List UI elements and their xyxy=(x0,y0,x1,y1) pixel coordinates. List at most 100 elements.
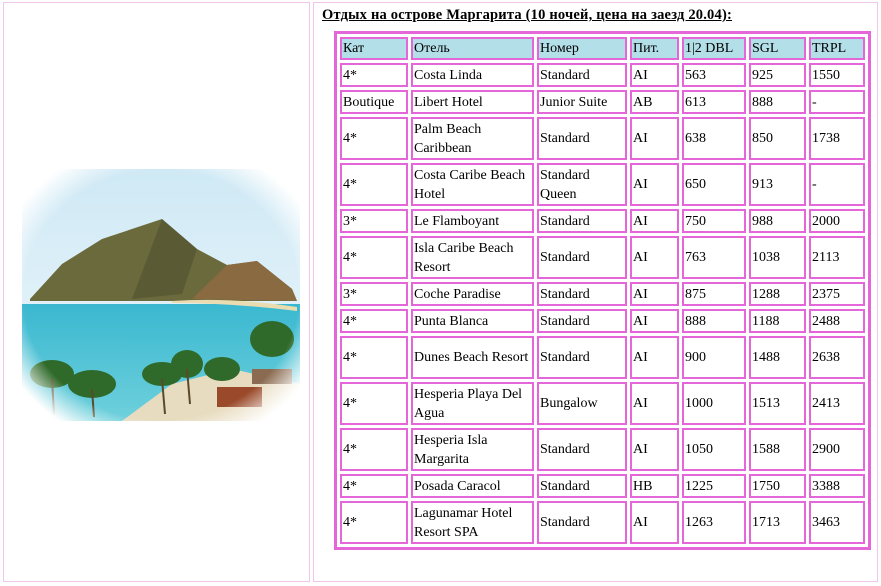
table-cell: 3* xyxy=(340,209,408,233)
table-cell: 1750 xyxy=(749,474,806,498)
table-cell: 2113 xyxy=(809,236,865,279)
table-cell: Hesperia Isla Margarita xyxy=(411,428,534,471)
table-cell: 888 xyxy=(682,309,746,333)
table-cell: 875 xyxy=(682,282,746,306)
table-row: 3* Le Flamboyant Standard AI 750 988 2000 xyxy=(340,209,865,233)
table-cell: 750 xyxy=(682,209,746,233)
table-cell: 4* xyxy=(340,163,408,206)
table-cell: 1713 xyxy=(749,501,806,544)
table-cell: Lagunamar Hotel Resort SPA xyxy=(411,501,534,544)
table-cell: AI xyxy=(630,117,679,160)
table-cell: 763 xyxy=(682,236,746,279)
table-cell: Libert Hotel xyxy=(411,90,534,114)
table-cell: 613 xyxy=(682,90,746,114)
table-cell: 638 xyxy=(682,117,746,160)
table-cell: Standard xyxy=(537,63,627,87)
table-cell: Dunes Beach Resort xyxy=(411,336,534,379)
table-cell: 4* xyxy=(340,117,408,160)
table-cell: 4* xyxy=(340,236,408,279)
table-cell: Standard xyxy=(537,309,627,333)
table-cell: 4* xyxy=(340,336,408,379)
table-cell: 3* xyxy=(340,282,408,306)
table-cell: Junior Suite xyxy=(537,90,627,114)
column-header: 1|2 DBL xyxy=(682,37,746,60)
table-cell: 2900 xyxy=(809,428,865,471)
table-cell: Costa Caribe Beach Hotel xyxy=(411,163,534,206)
table-cell: 2413 xyxy=(809,382,865,425)
table-cell: 1050 xyxy=(682,428,746,471)
price-table: Кат Отель Номер Пит. 1|2 DBL SGL TRPL 4* Costa … xyxy=(334,31,871,550)
image-cell xyxy=(3,2,310,582)
table-cell: 4* xyxy=(340,382,408,425)
table-row: 4* Costa Linda Standard AI 563 925 1550 xyxy=(340,63,865,87)
table-row: 4* Posada Caracol Standard HB 1225 1750 3388 xyxy=(340,474,865,498)
table-cell: Standard xyxy=(537,117,627,160)
table-cell: 2488 xyxy=(809,309,865,333)
table-cell: 1225 xyxy=(682,474,746,498)
table-cell: Standard xyxy=(537,474,627,498)
table-cell: 1000 xyxy=(682,382,746,425)
table-cell: AI xyxy=(630,63,679,87)
table-cell: HB xyxy=(630,474,679,498)
table-cell: Coche Paradise xyxy=(411,282,534,306)
table-cell: 4* xyxy=(340,428,408,471)
table-row: 4* Lagunamar Hotel Resort SPA Standard AI 12… xyxy=(340,501,865,544)
table-cell: Standard xyxy=(537,336,627,379)
column-header: SGL xyxy=(749,37,806,60)
table-cell: AI xyxy=(630,336,679,379)
table-cell: AI xyxy=(630,501,679,544)
table-cell: 1550 xyxy=(809,63,865,87)
island-beach-photo xyxy=(22,169,300,421)
table-cell: 1488 xyxy=(749,336,806,379)
table-cell: Palm Beach Caribbean xyxy=(411,117,534,160)
table-cell: 4* xyxy=(340,474,408,498)
table-cell: 3463 xyxy=(809,501,865,544)
table-cell: 2000 xyxy=(809,209,865,233)
table-cell: AI xyxy=(630,428,679,471)
table-cell: Hesperia Playa Del Agua xyxy=(411,382,534,425)
table-row: 4* Palm Beach Caribbean Standard AI 638 850 17… xyxy=(340,117,865,160)
table-cell: - xyxy=(809,163,865,206)
table-row: 4* Isla Caribe Beach Resort Standard AI 763 1… xyxy=(340,236,865,279)
table-cell: 900 xyxy=(682,336,746,379)
table-cell: Isla Caribe Beach Resort xyxy=(411,236,534,279)
table-cell: 850 xyxy=(749,117,806,160)
table-cell: Costa Linda xyxy=(411,63,534,87)
table-cell: 913 xyxy=(749,163,806,206)
table-cell: Le Flamboyant xyxy=(411,209,534,233)
table-cell: Punta Blanca xyxy=(411,309,534,333)
table-cell: 563 xyxy=(682,63,746,87)
table-cell: 2638 xyxy=(809,336,865,379)
table-cell: Boutique xyxy=(340,90,408,114)
column-header: Пит. xyxy=(630,37,679,60)
table-cell: - xyxy=(809,90,865,114)
table-row: 4* Costa Caribe Beach Hotel Standard Queen… xyxy=(340,163,865,206)
table-row: Boutique Libert Hotel Junior Suite AB 613 888… xyxy=(340,90,865,114)
column-header: TRPL xyxy=(809,37,865,60)
table-cell: 2375 xyxy=(809,282,865,306)
table-cell: 1038 xyxy=(749,236,806,279)
table-header-row: Кат Отель Номер Пит. 1|2 DBL SGL TRPL xyxy=(340,37,865,60)
table-cell: 1513 xyxy=(749,382,806,425)
table-cell: Bungalow xyxy=(537,382,627,425)
table-cell: AI xyxy=(630,309,679,333)
table-cell: AI xyxy=(630,163,679,206)
table-row: 4* Hesperia Isla Margarita Standard AI 1050 1… xyxy=(340,428,865,471)
table-cell: Standard xyxy=(537,209,627,233)
table-cell: AI xyxy=(630,382,679,425)
table-cell: AB xyxy=(630,90,679,114)
column-header: Отель xyxy=(411,37,534,60)
content-cell: Отдых на острове Маргарита (10 ночей, це… xyxy=(313,2,878,582)
table-cell: Posada Caracol xyxy=(411,474,534,498)
table-cell: 888 xyxy=(749,90,806,114)
table-cell: 1288 xyxy=(749,282,806,306)
table-cell: 925 xyxy=(749,63,806,87)
table-cell: AI xyxy=(630,209,679,233)
table-row: 3* Coche Paradise Standard AI 875 1288 2375 xyxy=(340,282,865,306)
table-cell: 650 xyxy=(682,163,746,206)
table-row: 4* Dunes Beach Resort Standard AI 900 1488 263… xyxy=(340,336,865,379)
column-header: Номер xyxy=(537,37,627,60)
table-cell: AI xyxy=(630,236,679,279)
table-cell: Standard xyxy=(537,428,627,471)
